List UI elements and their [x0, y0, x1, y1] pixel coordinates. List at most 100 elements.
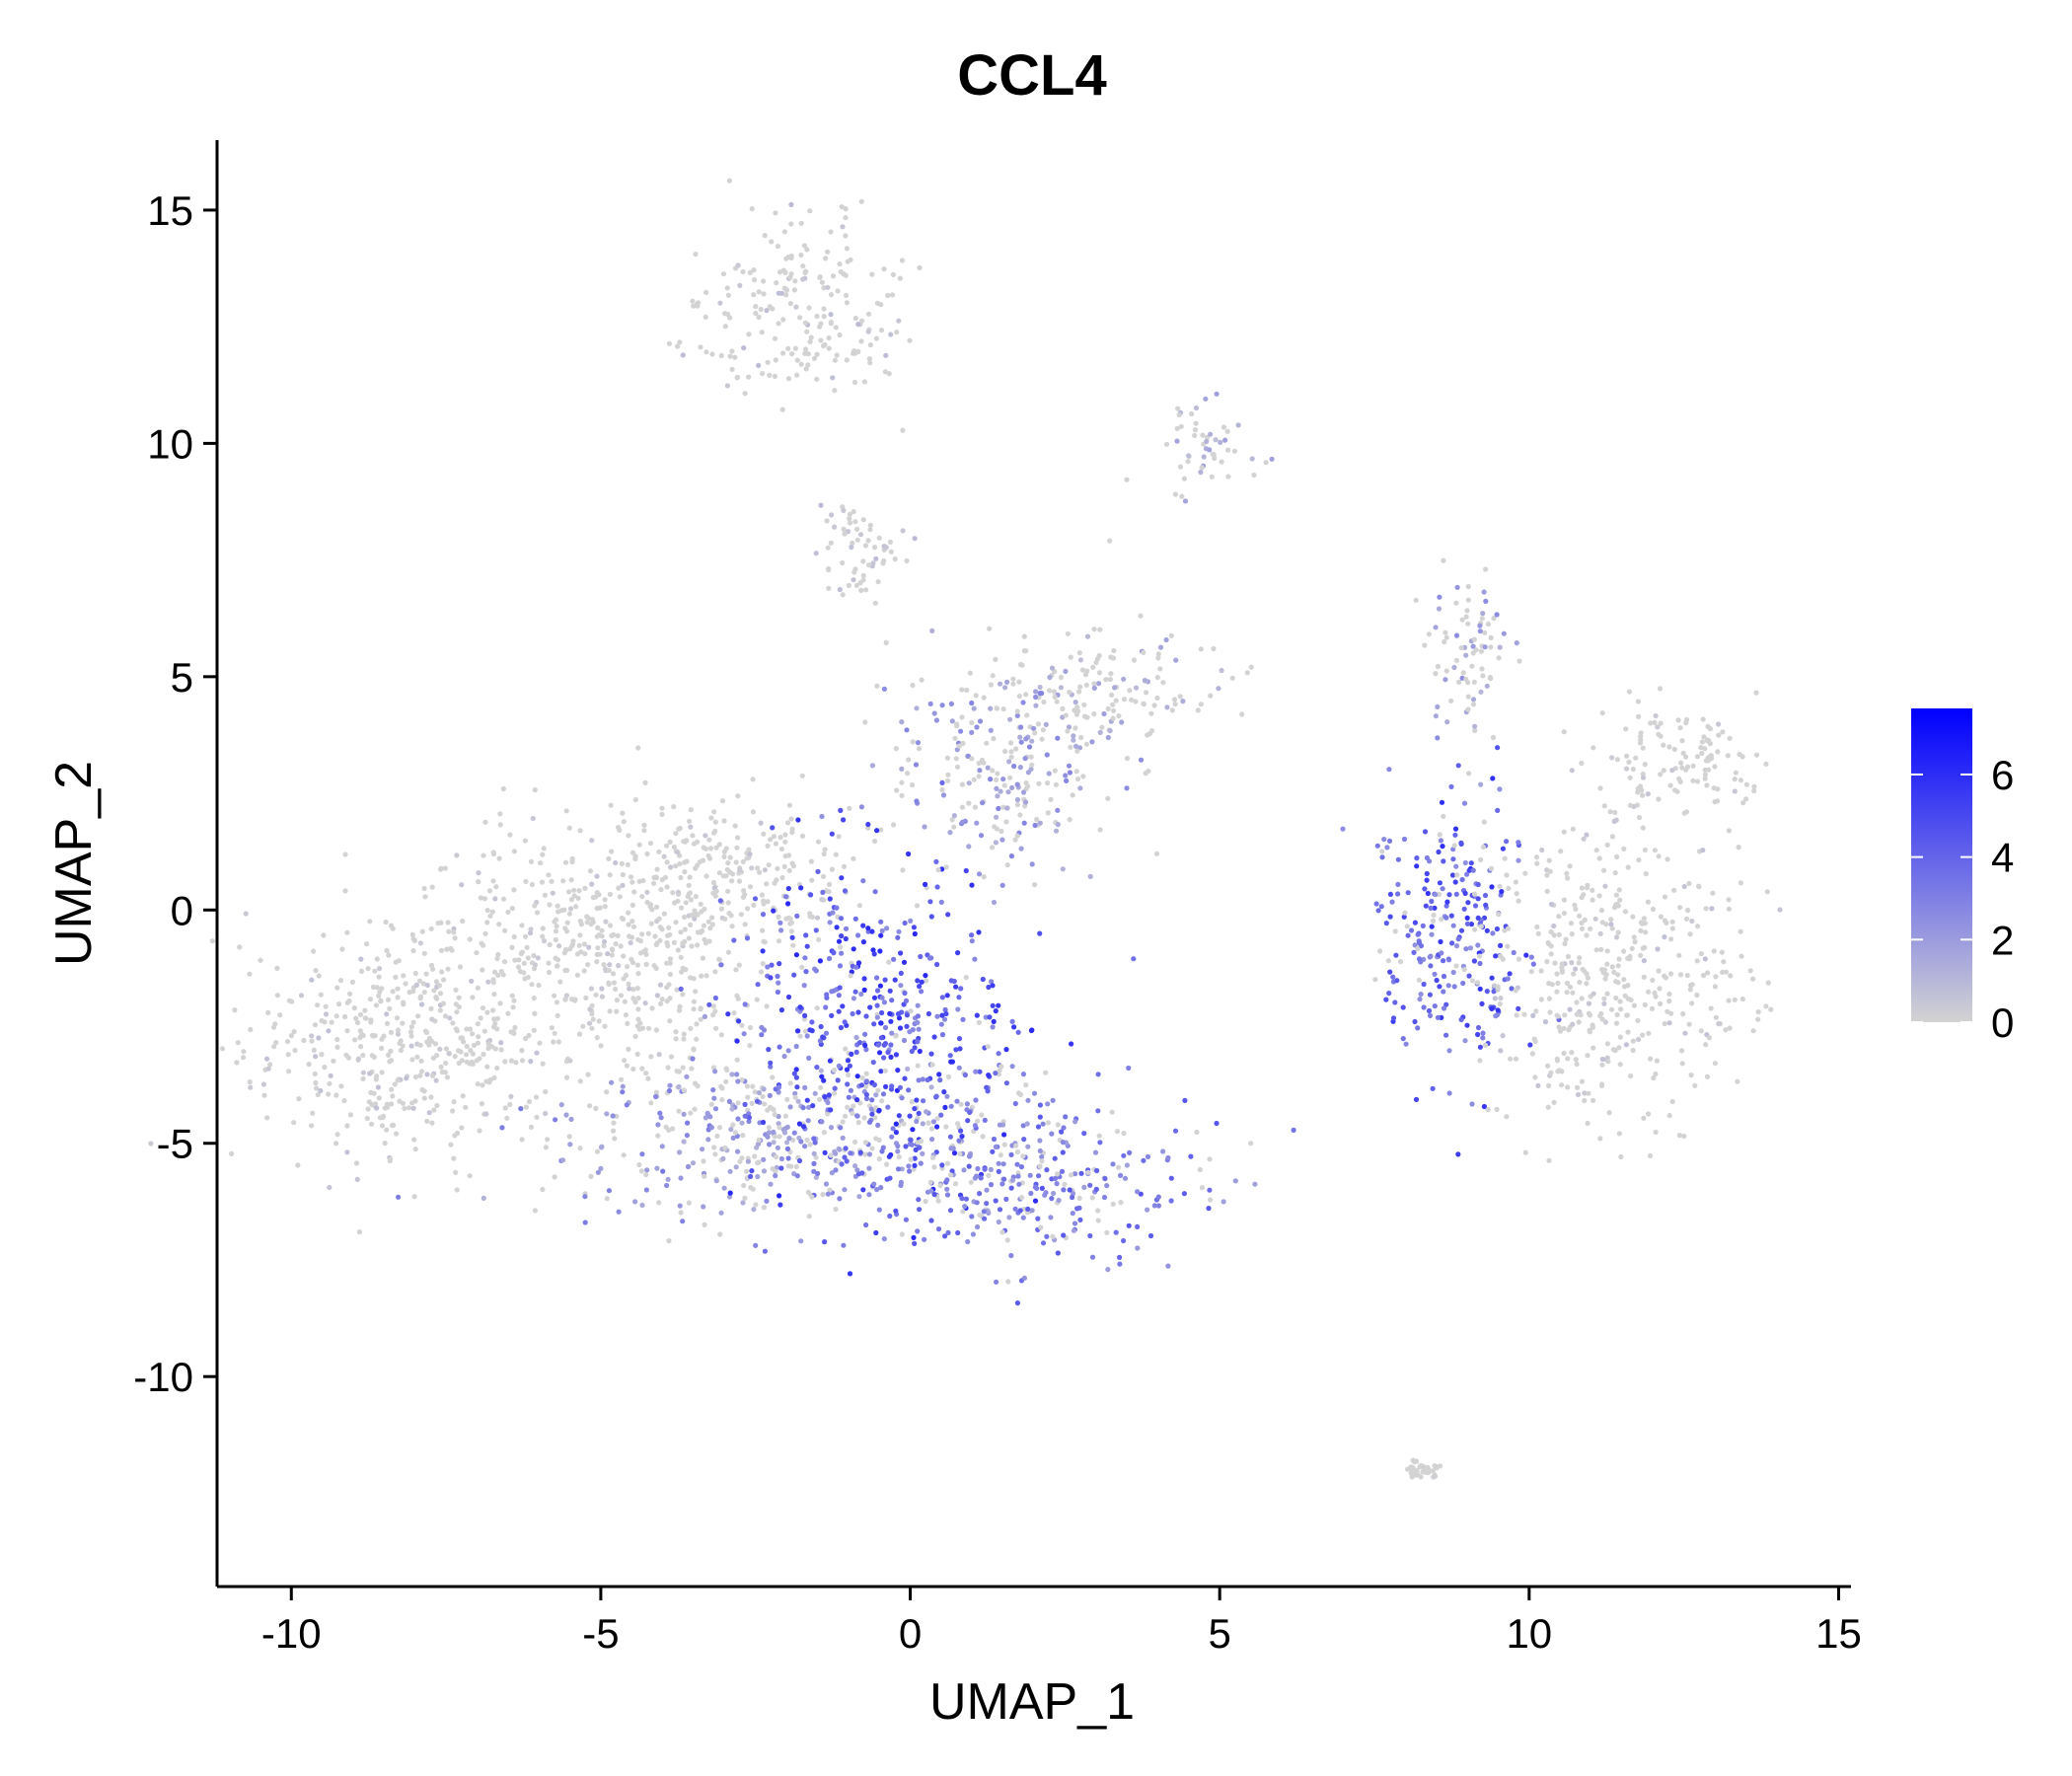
cell-point [1195, 707, 1201, 713]
cell-point [1005, 789, 1011, 795]
cell-point [1677, 725, 1683, 731]
cell-point [1468, 860, 1474, 866]
cell-point [505, 1010, 511, 1016]
cell-point [947, 1208, 954, 1214]
cell-point [1655, 724, 1661, 730]
cell-point [802, 1028, 809, 1034]
cell-point [752, 1089, 758, 1095]
cell-point [502, 1105, 508, 1111]
cell-point [516, 957, 522, 963]
cell-point [1142, 678, 1147, 684]
cell-point [1053, 828, 1060, 834]
cell-point [1433, 713, 1439, 719]
cell-point [879, 995, 885, 1000]
cell-point [717, 898, 723, 904]
cell-point [681, 1139, 687, 1145]
cell-point [605, 951, 611, 957]
cell-point [1732, 788, 1738, 794]
cell-point [1003, 1047, 1009, 1053]
cell-point [729, 366, 735, 372]
cell-point [484, 1064, 490, 1070]
cell-point [736, 962, 742, 968]
cell-point [1483, 598, 1489, 605]
cell-point [1491, 616, 1497, 622]
cell-point [827, 881, 833, 888]
cell-point [988, 727, 994, 733]
cell-point [267, 1062, 273, 1068]
cell-point [781, 285, 787, 291]
cell-point [944, 993, 950, 999]
cell-point [1558, 849, 1564, 854]
cell-point [770, 1166, 776, 1172]
cell-point [410, 1105, 416, 1111]
cell-point [1456, 679, 1462, 686]
cell-point [787, 1104, 793, 1110]
cell-point [1131, 956, 1137, 962]
cell-point [883, 1083, 889, 1089]
cell-point [1561, 729, 1567, 735]
cell-point [852, 519, 858, 525]
cell-point [844, 357, 850, 363]
cell-point [754, 1098, 761, 1104]
cell-point [1199, 465, 1205, 471]
cell-point [400, 1020, 406, 1026]
cell-point [802, 1084, 808, 1090]
cell-point [1743, 796, 1749, 802]
cell-point [1181, 1191, 1187, 1197]
cell-point [1522, 1149, 1528, 1155]
cell-point [1009, 1143, 1015, 1148]
cell-point [431, 988, 437, 994]
cell-point [564, 928, 570, 934]
cell-point [1559, 1069, 1565, 1074]
cell-point [990, 1148, 996, 1154]
cell-point [376, 1095, 382, 1101]
cell-point [471, 1042, 477, 1049]
cell-point [1422, 642, 1428, 648]
cell-point [787, 1080, 793, 1086]
cell-point [1411, 949, 1417, 956]
cell-point [828, 292, 835, 298]
x-tick-label: 0 [899, 1610, 922, 1657]
cell-point [762, 233, 768, 239]
cell-point [1725, 753, 1731, 759]
cell-point [990, 983, 996, 989]
cell-point [475, 1021, 481, 1027]
cell-point [980, 1134, 986, 1140]
cell-point [1018, 724, 1024, 730]
cell-point [1479, 1000, 1485, 1007]
cell-point [767, 304, 773, 310]
cell-point [692, 1106, 698, 1112]
cell-point [941, 1089, 947, 1095]
cell-point [1493, 1013, 1499, 1019]
cell-point [863, 1091, 870, 1098]
cell-point [311, 1047, 317, 1053]
cell-point [664, 1182, 670, 1189]
cell-point [690, 298, 696, 304]
cell-point [1480, 1030, 1486, 1036]
cell-point [728, 1127, 734, 1133]
cell-point [731, 937, 737, 943]
cell-point [668, 864, 674, 870]
cell-point [412, 1073, 419, 1080]
cell-point [673, 920, 679, 925]
cell-point [1514, 640, 1519, 646]
cell-point [856, 903, 863, 909]
cell-point [1055, 822, 1061, 828]
cell-point [661, 853, 667, 859]
cell-point [909, 781, 916, 788]
cell-point [235, 1040, 241, 1046]
cell-point [760, 948, 766, 954]
cell-point [712, 995, 719, 1001]
cell-point [1193, 420, 1199, 426]
cell-point [997, 681, 1003, 687]
cell-point [857, 1100, 863, 1106]
cell-point [1214, 1120, 1220, 1127]
cell-point [1025, 1144, 1031, 1149]
cell-point [939, 779, 945, 786]
cell-point [495, 951, 501, 958]
cell-point [732, 823, 738, 829]
cell-point [1694, 958, 1700, 964]
cell-point [797, 315, 803, 321]
cell-point [511, 887, 517, 893]
cell-point [933, 717, 940, 723]
